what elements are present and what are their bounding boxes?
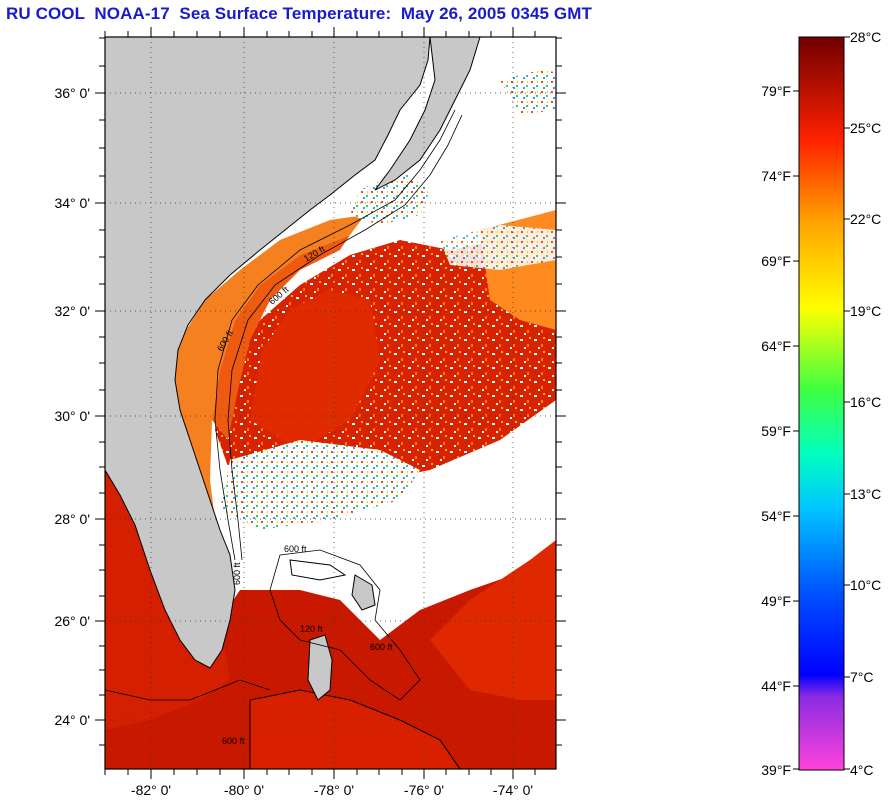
sst-image: 120 ft 600 ft 600 ft 600 ft 600 ft 600 f… — [105, 37, 556, 769]
isobath-600ft — [227, 114, 463, 561]
graticule — [105, 37, 556, 769]
warm-water-east — [430, 540, 556, 700]
lon-label-78: -78° 0' — [314, 782, 354, 798]
longitude-labels: -82° 0' -80° 0' -78° 0' -76° 0' -74° 0' — [131, 782, 533, 798]
colorbar-label-fahrenheit: 59°F — [761, 423, 791, 439]
cloud-edge-north — [350, 170, 430, 225]
colorbar-label-fahrenheit: 64°F — [761, 338, 791, 354]
land-southeast-us — [105, 37, 431, 669]
lat-label-28: 28° 0' — [54, 511, 90, 527]
latitude-labels: 36° 0' 34° 0' 32° 0' 30° 0' 28° 0' 26° 0… — [54, 85, 90, 728]
colorbar-label-celsius: 19°C — [850, 303, 881, 319]
colorbar-label-celsius: 13°C — [850, 486, 881, 502]
warm-water-south — [105, 460, 556, 769]
lat-label-26: 26° 0' — [54, 613, 90, 629]
lat-label-34: 34° 0' — [54, 195, 90, 211]
isobath-label: 600 ft — [232, 562, 242, 585]
colorbar-label-celsius: 25°C — [850, 120, 881, 136]
colorbar-label-celsius: 7°C — [850, 669, 874, 685]
colorbar-gradient — [798, 36, 845, 771]
land-bahamas-gbi — [289, 559, 347, 581]
colorbar-label-celsius: 28°C — [850, 29, 881, 45]
colorbar-label-fahrenheit: 54°F — [761, 508, 791, 524]
colorbar-label-fahrenheit: 39°F — [761, 762, 791, 778]
isobath-label: 600 ft — [222, 736, 245, 746]
colorbar-label-fahrenheit: 49°F — [761, 593, 791, 609]
colorbar-label-fahrenheit: 74°F — [761, 168, 791, 184]
isobath-florida-keys — [105, 679, 271, 701]
colorbar-ticks — [793, 36, 850, 770]
lat-label-24: 24° 0' — [54, 712, 90, 728]
lon-label-80: -80° 0' — [224, 782, 264, 798]
map-frame — [104, 36, 557, 770]
lat-label-36: 36° 0' — [54, 85, 90, 101]
map-title: RU COOL NOAA-17 Sea Surface Temperature:… — [6, 4, 592, 23]
colorbar: 28°C 25°C 22°C 19°C 16°C 13°C 10°C 7°C 4… — [761, 29, 881, 778]
colorbar-label-fahrenheit: 79°F — [761, 83, 791, 99]
isobath-label: 600 ft — [370, 642, 393, 652]
colorbar-label-fahrenheit: 69°F — [761, 253, 791, 269]
colorbar-label-celsius: 4°C — [850, 762, 874, 778]
shelf-water-outer — [212, 235, 350, 440]
land-cuba — [249, 689, 461, 769]
isobath-bahamas — [269, 549, 421, 701]
land-outer-banks — [374, 37, 481, 191]
cloud-edge-ne — [500, 70, 556, 115]
colorbar-label-celsius: 22°C — [850, 211, 881, 227]
map-ticks — [95, 27, 566, 779]
lon-label-74: -74° 0' — [493, 782, 533, 798]
isobath-label: 120 ft — [300, 624, 323, 634]
isobath-120ft — [214, 109, 456, 561]
gulf-stream-inner — [250, 290, 380, 450]
colorbar-label-celsius: 16°C — [850, 394, 881, 410]
isobath-label: 600 ft — [284, 544, 307, 554]
lat-label-32: 32° 0' — [54, 303, 90, 319]
cloud-edge-mid — [220, 440, 420, 530]
colorbar-label-celsius: 10°C — [850, 577, 881, 593]
lat-label-30: 30° 0' — [54, 408, 90, 424]
shelf-water — [172, 215, 365, 520]
land-bahamas-abaco — [351, 574, 376, 611]
colorbar-label-fahrenheit: 44°F — [761, 678, 791, 694]
land-andros-island — [307, 634, 333, 701]
cloud-edge-east — [440, 225, 556, 270]
lon-label-76: -76° 0' — [404, 782, 444, 798]
lon-label-82: -82° 0' — [131, 782, 171, 798]
